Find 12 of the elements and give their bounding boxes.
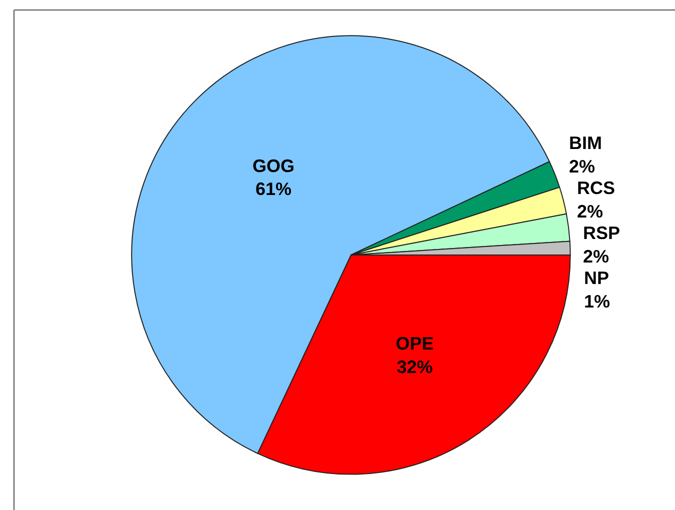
slice-label: GOG [252,156,294,176]
data-label: 2% [577,201,604,222]
data-label: 1% [584,291,610,312]
data-label: 61% [255,179,292,200]
slice-label: RSP [583,223,620,243]
slice-label: BIM [569,133,602,153]
data-label: 2% [583,246,610,266]
slice-label: NP [584,268,610,288]
slice-label: OPE [396,334,434,354]
slice-label: RCS [577,178,616,198]
data-label: 2% [569,156,596,176]
data-label: 32% [396,357,433,378]
